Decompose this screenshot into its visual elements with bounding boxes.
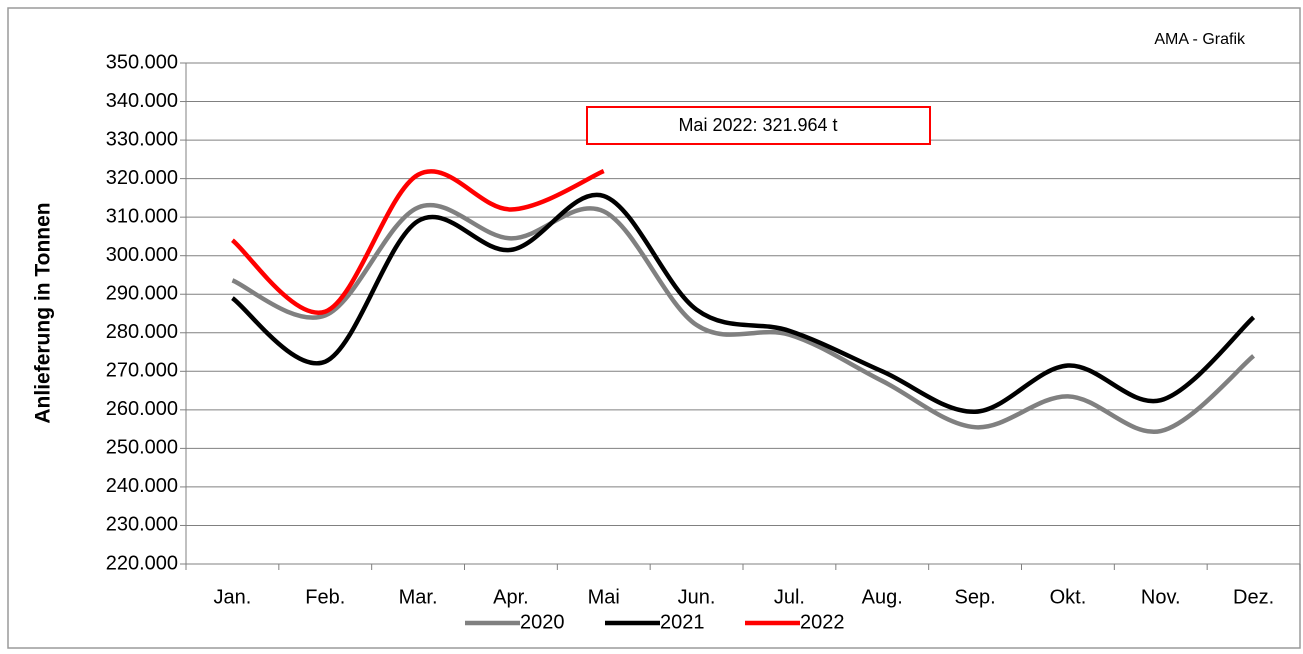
y-tick-label: 270.000 <box>106 360 178 382</box>
y-tick-label: 220.000 <box>106 552 178 574</box>
x-tick-label: Feb. <box>305 586 345 608</box>
x-tick-label: Dez. <box>1233 586 1274 608</box>
x-tick-label: Jun. <box>678 586 716 608</box>
x-tick-label: Apr. <box>493 586 529 608</box>
annotation-box <box>586 106 931 145</box>
y-tick-label: 250.000 <box>106 437 178 459</box>
series-line <box>231 203 1256 435</box>
x-tick-label: Mai <box>588 586 620 608</box>
x-tick-label: Jul. <box>774 586 805 608</box>
legend-label: 2020 <box>520 611 565 633</box>
chart-frame <box>7 7 1301 649</box>
y-tick-label: 230.000 <box>106 514 178 536</box>
y-tick-label: 340.000 <box>106 90 178 112</box>
y-tick-label: 240.000 <box>106 475 178 497</box>
series-line <box>230 168 605 315</box>
x-tick-label: Okt. <box>1050 586 1087 608</box>
source-label: AMA - Grafik <box>1154 31 1246 48</box>
legend-label: 2021 <box>660 611 705 633</box>
y-tick-label: 280.000 <box>106 321 178 343</box>
y-tick-label: 290.000 <box>106 283 178 305</box>
y-tick-label: 350.000 <box>106 51 178 73</box>
y-tick-label: 260.000 <box>106 398 178 420</box>
x-tick-label: Mar. <box>399 586 438 608</box>
y-tick-label: 320.000 <box>106 167 178 189</box>
series-line <box>231 192 1256 415</box>
x-tick-label: Aug. <box>862 586 903 608</box>
annotation: Mai 2022: 321.964 t <box>678 115 837 135</box>
y-tick-label: 300.000 <box>106 244 178 266</box>
x-tick-label: Jan. <box>214 586 252 608</box>
y-axis-label: Anlieferung in Tonnen <box>32 202 55 423</box>
y-tick-label: 330.000 <box>106 128 178 150</box>
legend-label: 2022 <box>800 611 845 633</box>
x-tick-label: Nov. <box>1141 586 1181 608</box>
y-tick-label: 310.000 <box>106 205 178 227</box>
x-tick-label: Sep. <box>955 586 996 608</box>
